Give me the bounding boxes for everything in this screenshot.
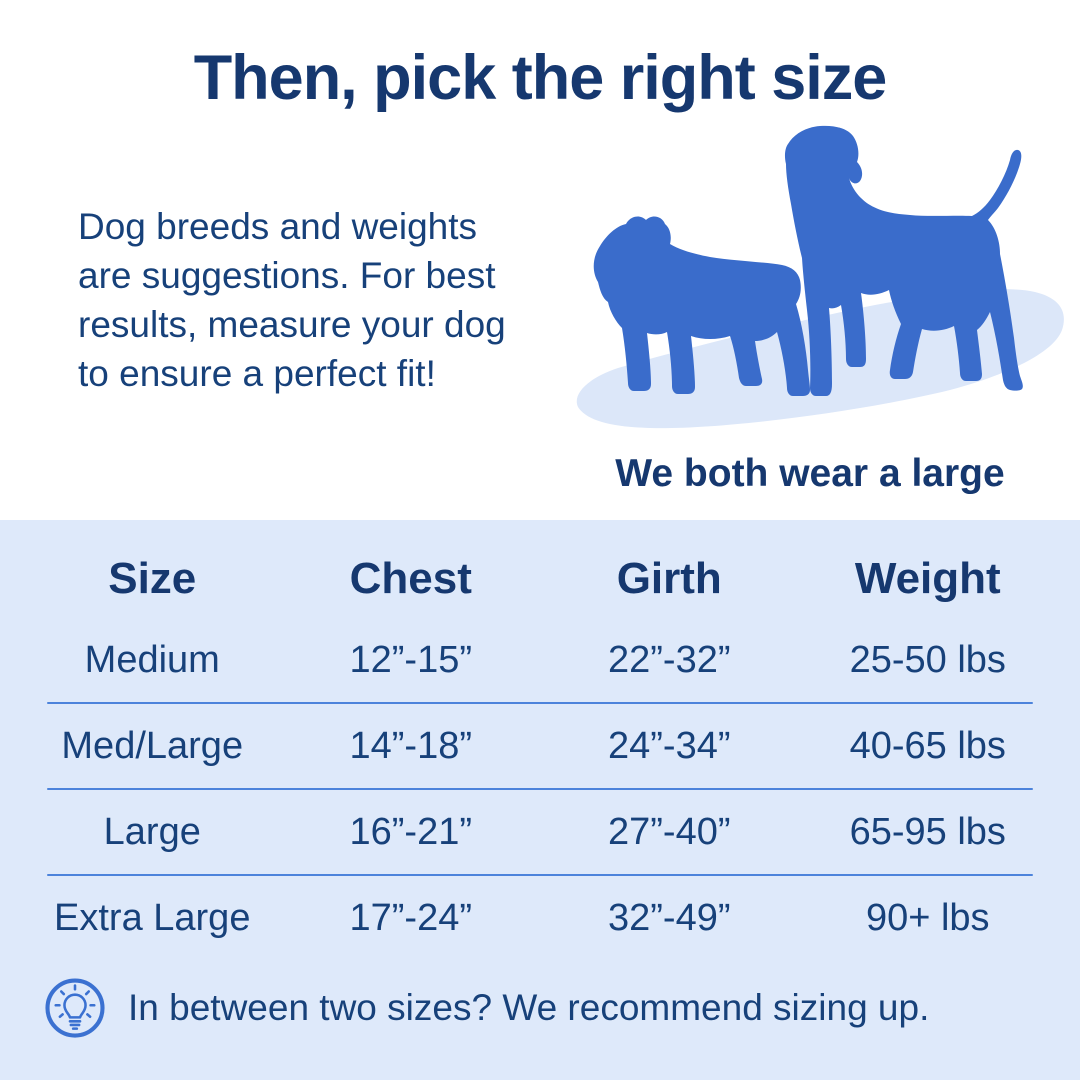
cell-girth: 27”-40” — [608, 810, 731, 853]
cell-weight: 40-65 lbs — [849, 724, 1006, 767]
column-header-chest: Chest — [349, 554, 472, 603]
table-row: Medium 12”-15” 22”-32” 25-50 lbs — [23, 618, 1057, 702]
intro-line-1: Dog breeds and weights — [78, 206, 478, 247]
pointer-silhouette — [784, 125, 1023, 397]
column-header-girth: Girth — [616, 554, 722, 603]
cell-girth: 24”-34” — [608, 724, 731, 767]
dogs-illustration-svg — [576, 125, 1064, 429]
column-header-size: Size — [108, 554, 197, 603]
cell-chest: 17”-24” — [349, 896, 473, 939]
intro-text: Dog breeds and weights are suggestions. … — [78, 202, 598, 398]
lightbulb-icon — [45, 978, 105, 1038]
cell-size: Large — [103, 810, 201, 853]
size-chart-panel: Size Chest Girth Weight Medium 12”-15” 2… — [0, 520, 1080, 1080]
column-header-weight: Weight — [854, 554, 1001, 603]
cell-chest: 14”-18” — [349, 724, 473, 767]
cell-chest: 12”-15” — [349, 638, 473, 681]
size-chart-body: Medium 12”-15” 22”-32” 25-50 lbs Med/Lar… — [23, 618, 1057, 960]
cell-girth: 22”-32” — [608, 638, 731, 681]
sizing-tip-text: In between two sizes? We recommend sizin… — [128, 987, 930, 1028]
cell-size: Med/Large — [61, 724, 244, 767]
row-divider — [47, 702, 1033, 704]
cell-weight: 65-95 lbs — [849, 810, 1006, 853]
bulldog-silhouette — [593, 216, 810, 396]
cell-chest: 16”-21” — [349, 810, 473, 853]
row-divider — [47, 874, 1033, 876]
cell-size: Extra Large — [54, 896, 251, 939]
intro-line-2: are suggestions. For best — [78, 255, 496, 296]
table-row: Extra Large 17”-24” 32”-49” 90+ lbs — [23, 876, 1057, 960]
table-row: Med/Large 14”-18” 24”-34” 40-65 lbs — [23, 704, 1057, 788]
sizing-tip: In between two sizes? We recommend sizin… — [42, 972, 929, 1044]
page-title: Then, pick the right size — [193, 43, 888, 113]
cell-size: Medium — [84, 638, 220, 681]
table-row: Large 16”-21” 27”-40” 65-95 lbs — [23, 790, 1057, 874]
size-chart-header-row: Size Chest Girth Weight — [23, 542, 1057, 616]
cell-weight: 25-50 lbs — [849, 638, 1006, 681]
cell-girth: 32”-49” — [608, 896, 731, 939]
cell-weight: 90+ lbs — [865, 896, 990, 939]
row-divider — [47, 788, 1033, 790]
dogs-illustration — [570, 112, 1070, 448]
illustration-caption: We both wear a large — [615, 452, 1005, 495]
intro-line-3: results, measure your dog — [78, 304, 506, 345]
intro-line-4: to ensure a perfect fit! — [78, 353, 436, 394]
